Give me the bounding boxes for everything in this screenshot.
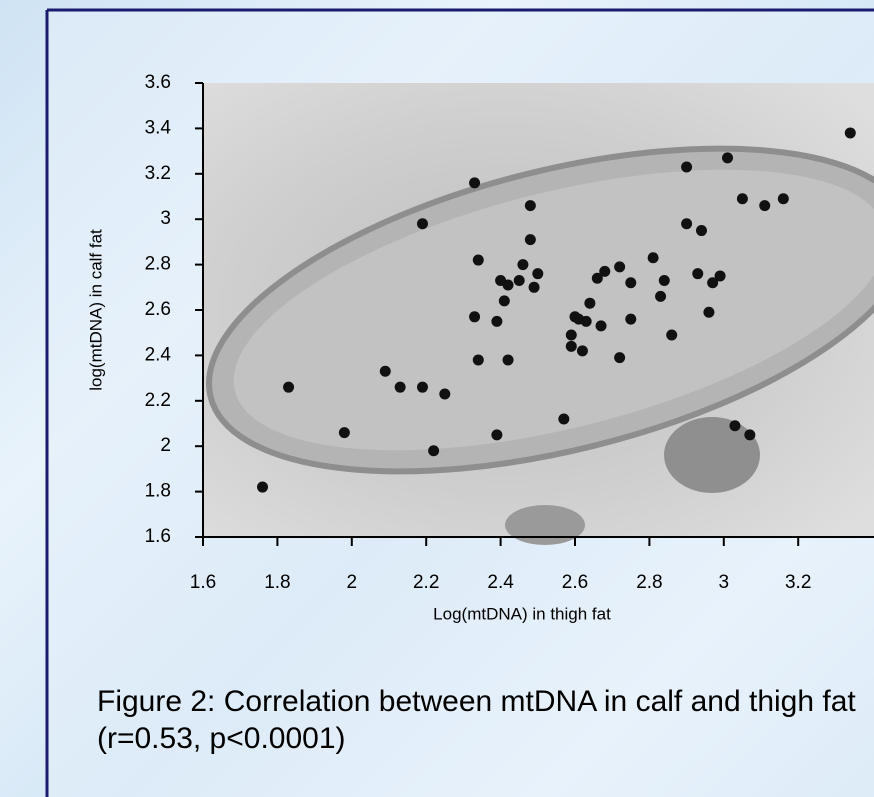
plot-background [203,83,874,545]
data-point [681,218,693,230]
x-tick-label: 2.8 [636,572,662,593]
data-point [580,315,592,327]
y-tick-label: 3.6 [145,72,171,93]
data-point [681,161,693,173]
data-point [658,274,670,286]
data-point [394,381,406,393]
data-point [416,218,428,230]
data-point [599,265,611,277]
y-tick-label: 2.8 [145,254,171,275]
y-axis-title: log(mtDNA) in calf fat [86,229,105,391]
y-tick-label: 1.8 [145,481,171,502]
data-point [595,320,607,332]
data-point [703,306,715,318]
data-point [257,481,269,493]
data-point [532,268,544,280]
data-point [558,413,570,425]
y-tick-label: 2.2 [145,390,171,411]
data-point [472,354,484,366]
y-tick-label: 2.6 [145,299,171,320]
data-point [777,193,789,205]
y-tick-label: 2.4 [145,344,172,365]
data-point [625,313,637,325]
data-point [283,381,295,393]
data-point [517,259,529,271]
data-point [513,274,525,286]
y-tick-label: 1.6 [145,526,171,547]
data-point [692,268,704,280]
data-point [524,200,536,212]
data-point [714,270,726,282]
data-point [502,354,514,366]
data-point [695,225,707,237]
y-tick-label: 3 [160,208,171,229]
data-point [666,329,678,341]
y-tick-label: 2 [160,435,171,456]
x-tick-label: 3.2 [785,572,811,593]
data-point [759,200,771,212]
data-point [722,152,734,164]
x-tick-label: 2.6 [562,572,588,593]
x-tick-label: 2.2 [413,572,439,593]
x-tick-label: 3 [719,572,730,593]
data-point [736,193,748,205]
data-point [469,311,481,323]
data-point [614,352,626,364]
data-point [524,234,536,246]
data-point [591,272,603,284]
data-point [565,329,577,341]
data-point [584,297,596,309]
data-point [338,427,350,439]
data-point [379,365,391,377]
data-point [502,279,514,291]
data-point [707,277,719,289]
y-tick-label: 3.4 [145,117,172,138]
data-point [491,429,503,441]
x-axis-title: Log(mtDNA) in thigh fat [433,604,611,623]
data-point [416,381,428,393]
data-point [439,388,451,400]
data-point [729,420,741,432]
caption: Figure 2: Correlation between mtDNA in c… [97,685,856,755]
data-point [647,252,659,264]
data-point [576,345,588,357]
data-point [625,277,637,289]
data-point [655,290,667,302]
data-point [528,281,540,293]
y-tick-label: 3.2 [145,163,171,184]
data-point [844,127,856,139]
data-point [472,254,484,266]
x-tick-label: 1.8 [264,572,290,593]
data-point [491,315,503,327]
data-point [428,445,440,457]
data-point [565,340,577,352]
x-tick-label: 2.4 [487,572,514,593]
data-point [469,177,481,189]
x-tick-label: 1.6 [190,572,216,593]
x-tick-label: 2 [347,572,358,593]
data-point [498,295,510,307]
data-point [614,261,626,273]
data-point [744,429,756,441]
